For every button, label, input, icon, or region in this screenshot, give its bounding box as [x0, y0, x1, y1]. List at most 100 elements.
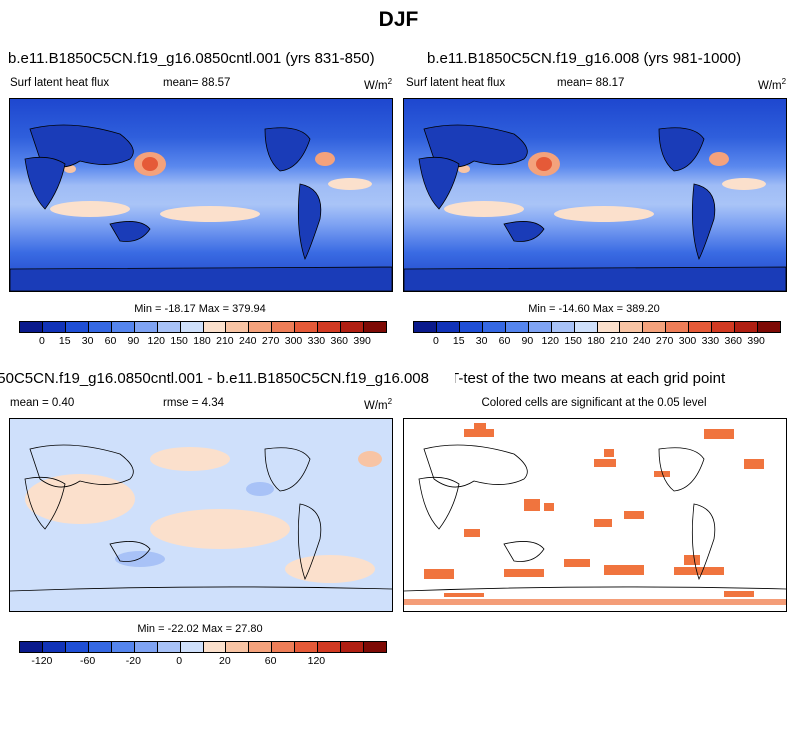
panel-1-units: W/m2	[364, 77, 393, 92]
panel-2-colorbar-tick-label: 0	[432, 335, 439, 347]
panel-3-colorbar-color-box	[88, 642, 112, 652]
panel-2-colorbar-tick-label: 390	[747, 335, 765, 347]
panel-1-colorbar-color-box	[318, 322, 342, 332]
panel-3-map	[9, 418, 393, 612]
panel-1-colorbar-color-box	[20, 322, 43, 332]
panel-3-units: W/m2	[364, 397, 393, 412]
panel-3-colorbar-color-box	[341, 642, 365, 652]
panel-2-colorbar-tick-label: 90	[521, 335, 534, 347]
panel-1-colorbar-color-box	[203, 322, 227, 332]
panel-2-colorbar-color-box	[620, 322, 644, 332]
panel-2-colorbar-color-box	[758, 322, 780, 332]
panel-1-variable-label: Surf latent heat flux	[10, 77, 110, 89]
panel-2-colorbar-tick-label: 60	[498, 335, 511, 347]
panel-3-colorbar-ticks: -120 -60 -20 0 20 60 120	[19, 655, 385, 669]
panel-2-colorbar-tick-label: 120	[541, 335, 560, 347]
panel-1-colorbar-tick-label: 60	[104, 335, 117, 347]
panel-2-colorbar-color-box	[574, 322, 598, 332]
panel-2-colorbar-color-box	[459, 322, 483, 332]
panel-3-colorbar-color-box	[65, 642, 89, 652]
panel-2-colorbar-tick-label: 180	[587, 335, 605, 347]
panel-3-colorbar-color-box	[249, 642, 273, 652]
panel-3-colorbar-color-box	[180, 642, 204, 652]
panel-3-minmax: Min = -22.02 Max = 27.80	[137, 623, 263, 635]
panel-1-colorbar-color-box	[42, 322, 66, 332]
panel-2-colorbar-color-box	[712, 322, 736, 332]
panel-3-colorbar-tick-label: -120	[31, 655, 53, 667]
panel-2-colorbar-ticks: 0 15 30 60 90 120 150 180 210 240 270 300 330 360 390	[413, 335, 779, 349]
panel-2-units: W/m2	[758, 77, 787, 92]
panel-1-colorbar-color-box	[272, 322, 296, 332]
panel-2-colorbar-tick-label: 360	[724, 335, 743, 347]
panel-2-title: b.e11.B1850C5CN.f19_g16.008 (yrs 981-100…	[427, 50, 742, 67]
panel-3-colorbar-color-box	[272, 642, 296, 652]
panel-2-colorbar-tick-label: 30	[475, 335, 488, 347]
panel-1-colorbar-tick-label: 240	[238, 335, 257, 347]
panel-3-mean-label: mean = 0.40	[10, 397, 75, 409]
panel-1-colorbar-color-box	[88, 322, 112, 332]
panel-3-colorbar-color-box	[318, 642, 342, 652]
panel-2-mean-label: mean= 88.17	[557, 77, 625, 89]
panel-1-map	[9, 98, 393, 292]
panel-3-colorbar-tick-label: 0	[176, 655, 183, 667]
panel-1-colorbar-tick-label: 390	[353, 335, 371, 347]
panel-4-title: T-test of the two means at each grid poi…	[455, 370, 726, 387]
panel-2-colorbar-color-box	[528, 322, 552, 332]
panel-1-colorbar-color-box	[180, 322, 204, 332]
panel-2-colorbar-tick-label: 270	[655, 335, 674, 347]
panel-2-colorbar-tick-label: 150	[564, 335, 582, 347]
panel-2-colorbar-color-box	[666, 322, 690, 332]
panel-1-colorbar-color-box	[341, 322, 365, 332]
panel-1-title: b.e11.B1850C5CN.f19_g16.0850cntl.001 (yr…	[8, 50, 375, 67]
panel-1-colorbar-color-box	[226, 322, 250, 332]
panel-1-colorbar-tick-label: 180	[193, 335, 211, 347]
panel-3-colorbar-color-box	[134, 642, 158, 652]
panel-1-colorbar	[19, 321, 387, 333]
figure-title: DJF	[378, 8, 419, 31]
panel-3-colorbar-color-box	[295, 642, 319, 652]
panel-4-subtitle: Colored cells are significant at the 0.0…	[481, 397, 707, 409]
panel-2-colorbar-tick-label: 300	[678, 335, 697, 347]
panel-1-colorbar-tick-label: 300	[284, 335, 303, 347]
panel-2-minmax: Min = -14.60 Max = 389.20	[528, 303, 660, 315]
panel-3-colorbar-color-box	[203, 642, 227, 652]
panel-2-colorbar-color-box	[597, 322, 621, 332]
panel-1-colorbar-tick-label: 90	[127, 335, 140, 347]
panel-1-colorbar-tick-label: 330	[307, 335, 326, 347]
panel-2-colorbar-tick-label: 330	[701, 335, 720, 347]
panel-3-colorbar-tick-label: 60	[264, 655, 277, 667]
panel-3-colorbar	[19, 641, 387, 653]
panel-3-colorbar-color-box	[226, 642, 250, 652]
panel-1-colorbar-color-box	[157, 322, 181, 332]
panel-1-colorbar-color-box	[295, 322, 319, 332]
panel-1-colorbar-tick-label: 360	[330, 335, 349, 347]
panel-2-colorbar-color-box	[482, 322, 506, 332]
panel-3-rmse-label: rmse = 4.34	[163, 397, 225, 409]
panel-1-colorbar-tick-label: 15	[58, 335, 71, 347]
panel-1-colorbar-color-box	[65, 322, 89, 332]
panel-1-colorbar-ticks: 0 15 30 60 90 120 150 180 210 240 270 300 330 360 390	[19, 335, 385, 349]
panel-3-title: b.e11.B1850C5CN.f19_g16.0850cntl.001 - b…	[0, 370, 429, 387]
panel-1-colorbar-tick-label: 210	[216, 335, 234, 347]
panel-1-colorbar-color-box	[249, 322, 273, 332]
panel-3-colorbar-tick-label: 120	[307, 655, 326, 667]
panel-3-colorbar-color-box	[42, 642, 66, 652]
panel-1-minmax: Min = -18.17 Max = 379.94	[134, 303, 266, 315]
panel-2-colorbar-color-box	[735, 322, 759, 332]
panel-2-colorbar-color-box	[505, 322, 529, 332]
panel-2-colorbar-color-box	[551, 322, 575, 332]
panel-2-colorbar-color-box	[436, 322, 460, 332]
panel-2-colorbar-tick-label: 210	[610, 335, 628, 347]
panel-2-colorbar-color-box	[414, 322, 437, 332]
panel-1-colorbar-tick-label: 270	[261, 335, 280, 347]
panel-1-colorbar-tick-label: 0	[38, 335, 45, 347]
panel-4-map	[403, 418, 787, 612]
panel-3-colorbar-color-box	[364, 642, 386, 652]
panel-2-colorbar-tick-label: 240	[632, 335, 651, 347]
panel-2-colorbar-tick-label: 15	[452, 335, 465, 347]
panel-1-colorbar-color-box	[364, 322, 386, 332]
panel-2-colorbar	[413, 321, 781, 333]
panel-3-colorbar-tick-label: -20	[125, 655, 141, 667]
panel-1-colorbar-tick-label: 150	[170, 335, 188, 347]
panel-1-colorbar-color-box	[111, 322, 135, 332]
